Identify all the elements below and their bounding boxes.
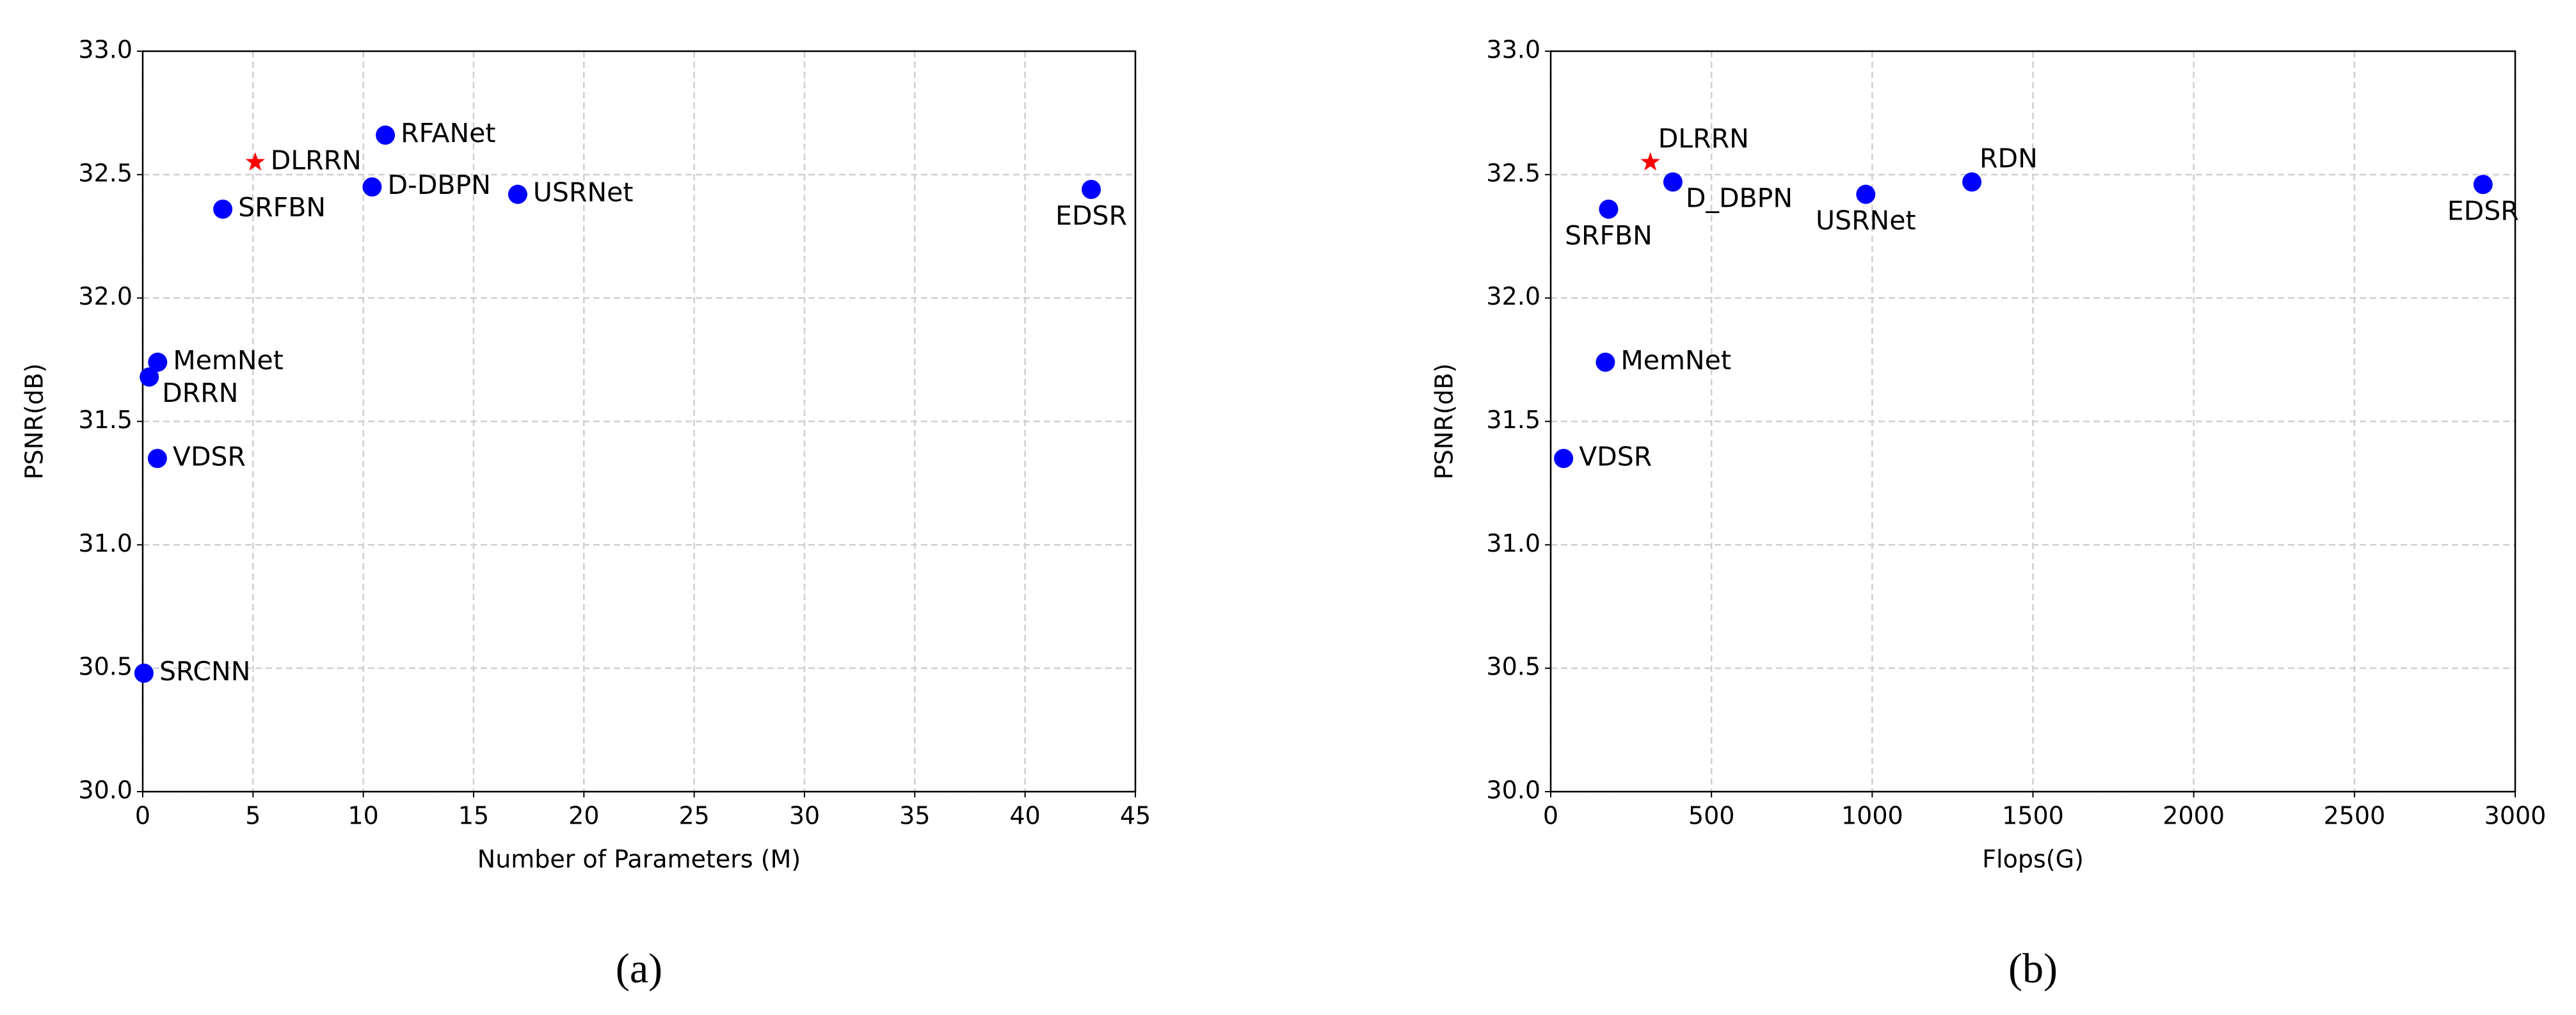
point-label: DLRRN: [271, 145, 362, 176]
y-tick-label: 33.0: [1486, 36, 1540, 64]
y-tick-label: 30.5: [1486, 653, 1540, 681]
y-tick-label: 32.0: [78, 282, 132, 310]
point-label: SRCNN: [159, 656, 250, 687]
point-label: DRRN: [162, 378, 238, 408]
point: [1663, 172, 1683, 192]
y-tick-label: 30.0: [1486, 776, 1540, 804]
x-axis-label: Number of Parameters (M): [477, 845, 801, 874]
star-point: [245, 152, 265, 171]
caption: (a): [616, 945, 662, 992]
x-tick-label: 1500: [2002, 802, 2064, 830]
y-tick-label: 31.0: [78, 529, 132, 557]
point-label: USRNet: [1816, 205, 1916, 236]
y-tick-label: 30.5: [78, 653, 132, 681]
star-point: [1640, 152, 1660, 171]
point: [2473, 175, 2493, 195]
x-tick-label: 15: [458, 802, 489, 830]
point-label: SRFBN: [1565, 220, 1652, 251]
point: [1856, 184, 1876, 204]
point-label: USRNet: [533, 177, 634, 208]
point: [140, 367, 159, 387]
point-label: MemNet: [173, 345, 284, 376]
point: [1596, 352, 1615, 372]
y-axis-label: PSNR(dB): [20, 364, 49, 480]
x-tick-label: 10: [348, 802, 378, 830]
point: [508, 184, 527, 204]
point: [134, 663, 154, 683]
point: [147, 449, 167, 468]
x-axis-label: Flops(G): [1982, 845, 2084, 874]
point-label: DLRRN: [1658, 124, 1749, 154]
y-tick-label: 32.5: [1486, 159, 1540, 187]
x-tick-label: 25: [678, 802, 709, 830]
x-tick-label: 500: [1688, 802, 1735, 830]
x-tick-label: 2000: [2163, 802, 2225, 830]
plot-frame: [141, 50, 1137, 793]
x-tick-label: 30: [789, 802, 820, 830]
y-tick-label: 31.0: [1486, 529, 1540, 557]
point-label: VDSR: [173, 441, 246, 472]
point-label: D-DBPN: [387, 170, 490, 200]
point-label: MemNet: [1620, 345, 1731, 376]
x-tick-label: 40: [1009, 802, 1040, 830]
plot-frame: [1549, 50, 2516, 793]
y-tick-label: 31.5: [1486, 406, 1540, 434]
point-label: EDSR: [2447, 195, 2519, 226]
x-tick-label: 3000: [2484, 802, 2547, 830]
point: [148, 352, 168, 372]
point: [1554, 449, 1574, 468]
x-tick-label: 20: [568, 802, 599, 830]
y-tick-label: 33.0: [78, 36, 132, 64]
point-label: D_DBPN: [1686, 182, 1793, 213]
x-tick-label: 0: [135, 802, 150, 830]
point: [1082, 179, 1101, 199]
point: [1599, 199, 1619, 219]
point: [213, 199, 233, 219]
point-label: SRFBN: [238, 192, 326, 223]
y-tick-label: 32.5: [78, 159, 132, 187]
x-tick-label: 5: [245, 802, 260, 830]
point-label: VDSR: [1579, 441, 1652, 472]
point: [362, 177, 382, 197]
x-tick-label: 1000: [1841, 802, 1903, 830]
point-label: RDN: [1980, 143, 2038, 173]
x-tick-label: 45: [1120, 802, 1151, 830]
point-label: RFANet: [401, 118, 495, 148]
point: [376, 125, 396, 145]
y-axis-label: PSNR(dB): [1430, 364, 1459, 480]
y-tick-label: 30.0: [78, 776, 132, 804]
y-tick-label: 31.5: [78, 406, 132, 434]
x-tick-label: 2500: [2323, 802, 2385, 830]
y-tick-label: 32.0: [1486, 282, 1540, 310]
caption: (b): [2008, 945, 2058, 992]
point-label: EDSR: [1055, 200, 1127, 231]
x-tick-label: 0: [1543, 802, 1558, 830]
x-tick-label: 35: [899, 802, 930, 830]
point: [1962, 172, 1982, 192]
